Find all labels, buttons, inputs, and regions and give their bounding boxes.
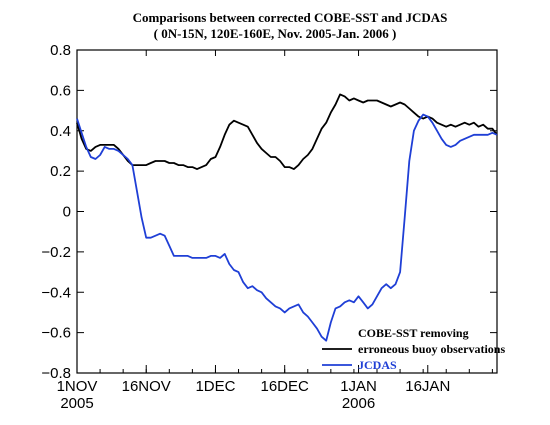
y-tick-label: −0.4 (41, 284, 71, 301)
x-tick-sublabel: 2005 (60, 395, 93, 412)
x-tick-label: 16JAN (405, 378, 450, 395)
chart-subtitle: ( 0N-15N, 120E-160E, Nov. 2005-Jan. 2006… (154, 26, 397, 41)
legend-label-jcdas: JCDAS (358, 358, 397, 372)
x-tick-label: 1JAN (340, 378, 377, 395)
x-tick-label: 16DEC (261, 378, 310, 395)
y-axis: −0.8 −0.6 −0.4 −0.2 0 0.2 0.4 0.6 0.8 (41, 42, 497, 382)
y-tick-label: 0.6 (50, 82, 71, 99)
y-tick-label: −0.8 (41, 365, 71, 382)
x-tick-label: 1NOV (57, 378, 98, 395)
chart-title: Comparisons between corrected COBE-SST a… (133, 10, 448, 25)
x-tick-label: 16NOV (122, 378, 171, 395)
y-tick-label: −0.6 (41, 325, 71, 342)
x-tick-label: 1DEC (195, 378, 235, 395)
legend: COBE-SST removing erroneous buoy observa… (322, 326, 505, 372)
y-tick-label: 0 (63, 204, 71, 221)
y-tick-label: 0.8 (50, 42, 71, 59)
series-line-jcdas (76, 113, 498, 342)
y-tick-label: −0.2 (41, 244, 71, 261)
legend-label-cobe-line2: erroneous buoy observations (358, 342, 505, 356)
series-line-cobe-sst (76, 93, 498, 171)
y-tick-label: 0.4 (50, 123, 71, 140)
y-tick-label: 0.2 (50, 163, 71, 180)
legend-label-cobe-line1: COBE-SST removing (358, 326, 469, 340)
x-tick-sublabel: 2006 (342, 395, 375, 412)
series-layer (76, 93, 498, 342)
